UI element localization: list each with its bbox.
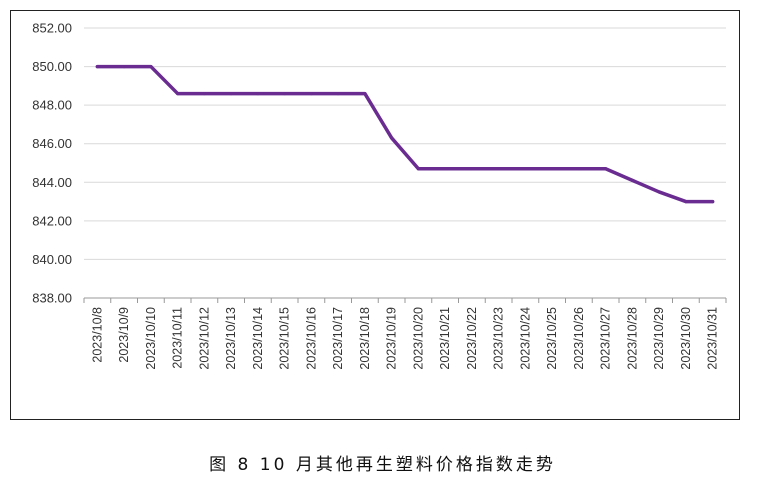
data-point <box>470 167 474 171</box>
data-point <box>497 167 501 171</box>
x-tick-label: 2023/10/17 <box>331 307 345 370</box>
data-point <box>122 64 126 69</box>
x-tick-label: 2023/10/18 <box>358 307 372 370</box>
x-tick-label: 2023/10/27 <box>599 307 613 370</box>
y-tick-label: 840.00 <box>32 252 72 267</box>
x-tick-label: 2023/10/30 <box>679 307 693 370</box>
y-tick-label: 842.00 <box>32 213 72 228</box>
data-point <box>363 91 367 96</box>
data-point <box>283 91 287 96</box>
x-tick-label: 2023/10/20 <box>411 307 425 370</box>
y-tick-label: 838.00 <box>32 291 72 306</box>
x-tick-label: 2023/10/11 <box>171 307 185 369</box>
data-point <box>443 167 447 171</box>
x-tick-label: 2023/10/19 <box>385 307 399 370</box>
line-chart: 838.00 840.00 842.00 844.00 846.00 848.00 850.… <box>32 21 727 370</box>
data-point <box>256 91 260 96</box>
x-tick-label: 2023/10/25 <box>545 307 559 370</box>
x-tick-label: 2023/10/8 <box>90 307 104 363</box>
y-tick-label: 850.00 <box>32 59 72 74</box>
data-point <box>630 178 634 182</box>
data-point <box>390 136 394 140</box>
data-point <box>550 167 554 171</box>
data-point <box>229 91 233 96</box>
data-point <box>176 91 180 96</box>
x-tick-label: 2023/10/31 <box>706 307 720 370</box>
x-tick-label: 2023/10/16 <box>304 307 318 370</box>
x-tick-label: 2023/10/14 <box>251 307 265 370</box>
y-tick-label: 852.00 <box>32 21 72 36</box>
x-tick-label: 2023/10/26 <box>572 307 586 370</box>
series-line <box>95 64 715 204</box>
figure-caption: 图 8 10 月其他再生塑料价格指数走势 <box>209 455 556 475</box>
data-point <box>684 199 688 204</box>
x-tick-label: 2023/10/29 <box>652 307 666 370</box>
x-tick-label: 2023/10/21 <box>438 307 452 370</box>
data-point <box>523 167 527 171</box>
chart-frame: 838.00 840.00 842.00 844.00 846.00 848.00 850.… <box>10 10 740 420</box>
x-tick-label: 2023/10/23 <box>492 307 506 370</box>
data-point <box>149 64 153 69</box>
x-tick-label: 2023/10/13 <box>224 307 238 370</box>
x-tick-label: 2023/10/24 <box>518 307 532 370</box>
data-point <box>657 190 661 194</box>
x-tick-label: 2023/10/28 <box>625 307 639 370</box>
data-point <box>336 91 340 96</box>
data-point <box>577 167 581 171</box>
x-tick-label: 2023/10/12 <box>197 307 211 370</box>
x-tick-label: 2023/10/10 <box>144 307 158 370</box>
data-point <box>309 91 313 96</box>
x-tick-label: 2023/10/9 <box>117 307 131 363</box>
data-point <box>711 199 715 204</box>
data-point <box>202 91 206 96</box>
y-tick-label: 844.00 <box>32 175 72 190</box>
data-point <box>416 167 420 171</box>
x-tick-label: 2023/10/22 <box>465 307 479 370</box>
x-tick-label: 2023/10/15 <box>278 307 292 370</box>
y-tick-label: 848.00 <box>32 98 72 113</box>
data-point <box>604 167 608 171</box>
y-tick-label: 846.00 <box>32 136 72 151</box>
data-point <box>95 64 99 69</box>
